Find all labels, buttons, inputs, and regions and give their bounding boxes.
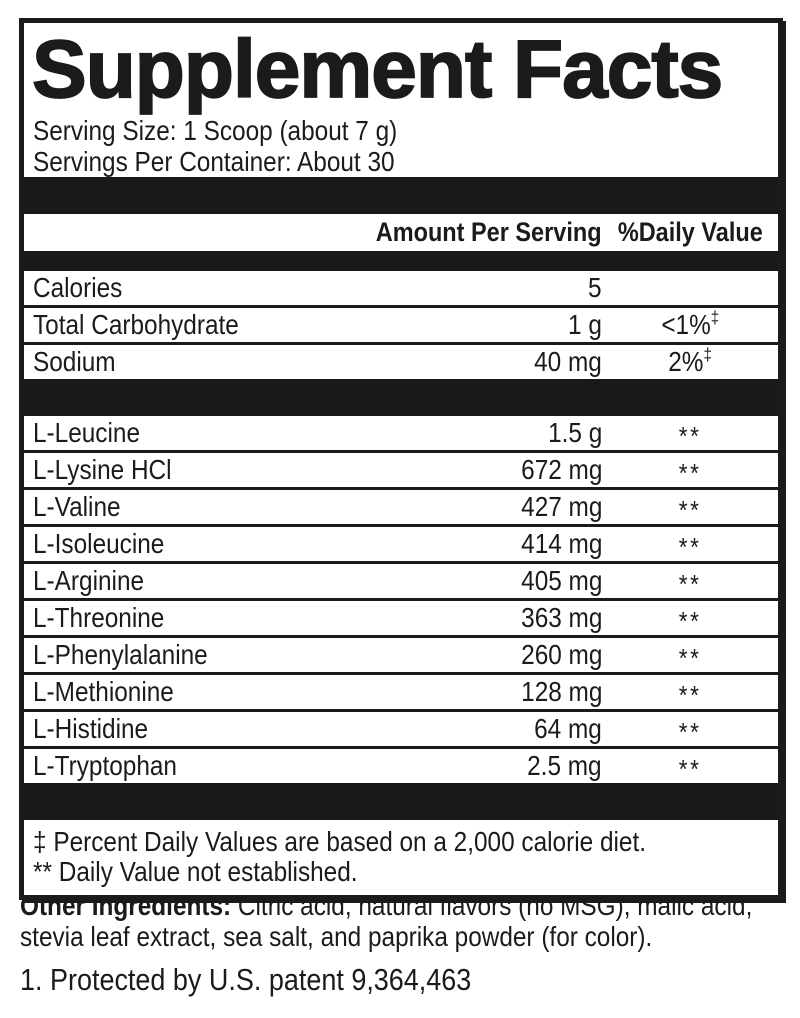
ingredient-name: L-Methionine <box>33 675 174 707</box>
amount-column-header-cell: Amount Per Serving <box>24 217 602 248</box>
column-header-row: Amount Per Serving %Daily Value <box>24 214 778 251</box>
ingredient-name: Total Carbohydrate <box>33 308 239 340</box>
nutrient-row: Total Carbohydrate 1 g <1%‡ <box>24 304 778 342</box>
ingredient-dv: ** <box>678 716 702 747</box>
footnote-not-established: ** Daily Value not established. <box>33 855 358 887</box>
ingredient-name: L-Isoleucine <box>33 527 165 559</box>
ingredient-dv: ** <box>678 457 702 488</box>
ingredient-amount: 64 mg <box>534 712 602 744</box>
divider-bar-top <box>24 176 778 214</box>
other-ingredients: Other Ingredients: Citric acid, natural … <box>20 890 800 952</box>
ingredient-dv: ** <box>678 642 702 673</box>
ingredient-amount: 427 mg <box>520 490 602 522</box>
amino-acid-row: L-Valine 427 mg ** <box>24 486 778 525</box>
ingredient-amount: 40 mg <box>534 345 602 377</box>
supplement-facts-panel: Supplement Facts Serving Size: 1 Scoop (… <box>19 18 783 900</box>
other-ingredients-text-2: stevia leaf extract, sea salt, and papri… <box>20 921 653 952</box>
divider-bar-bottom <box>24 782 778 820</box>
ingredient-dv: ** <box>678 494 702 525</box>
other-ingredients-line-1: Other Ingredients: Citric acid, natural … <box>20 890 800 921</box>
ingredient-dv <box>602 272 778 304</box>
dv-column-header: %Daily Value <box>617 216 763 247</box>
ingredient-name: L-Lysine HCl <box>33 453 172 485</box>
footnote-daily-values: ‡ Percent Daily Values are based on a 2,… <box>33 825 646 857</box>
serving-size-line: Serving Size: 1 Scoop (about 7 g) <box>33 115 778 146</box>
ingredient-name: Calories <box>33 271 123 303</box>
patent-text: 1. Protected by U.S. patent 9,364,463 <box>20 962 472 997</box>
amino-acid-row: L-Isoleucine 414 mg ** <box>24 523 778 562</box>
panel-title: Supplement Facts <box>31 24 724 115</box>
ingredient-dv: ** <box>678 420 702 451</box>
patent-note: 1. Protected by U.S. patent 9,364,463 <box>20 962 539 998</box>
amino-acid-row: L-Threonine 363 mg ** <box>24 597 778 636</box>
ingredient-amount: 260 mg <box>520 638 602 670</box>
serving-size-text: Serving Size: 1 Scoop (about 7 g) <box>33 114 398 146</box>
ingredient-dv: ** <box>678 679 702 710</box>
nutrient-row: Calories 5 <box>24 271 778 305</box>
ingredient-name: L-Tryptophan <box>33 749 177 781</box>
footnotes-section: ‡ Percent Daily Values are based on a 2,… <box>24 820 778 895</box>
ingredient-name: Sodium <box>33 345 116 377</box>
other-ingredients-label: Other Ingredients: <box>20 890 232 921</box>
ingredient-dv: 2%‡ <box>668 344 712 377</box>
ingredient-amount: 1 g <box>568 308 602 340</box>
ingredient-amount: 128 mg <box>520 675 602 707</box>
amino-acid-row: L-Histidine 64 mg ** <box>24 708 778 747</box>
ingredient-name: L-Phenylalanine <box>33 638 208 670</box>
amino-acid-rows-section: L-Leucine 1.5 g ** L-Lysine HCl 672 mg *… <box>24 416 778 784</box>
amount-column-header: Amount Per Serving <box>376 216 602 247</box>
dv-column-header-cell: %Daily Value <box>602 217 778 248</box>
ingredient-dv: ** <box>678 531 702 562</box>
ingredient-name: L-Valine <box>33 490 121 522</box>
divider-bar-middle <box>24 378 778 416</box>
ingredient-dv: ** <box>678 753 702 784</box>
ingredient-amount: 2.5 mg <box>527 749 602 781</box>
servings-per-container-text: Servings Per Container: About 30 <box>33 145 395 177</box>
amino-acid-row: L-Leucine 1.5 g ** <box>24 416 778 451</box>
amino-acid-row: L-Arginine 405 mg ** <box>24 560 778 599</box>
other-ingredients-text-1: Citric acid, natural flavors (no MSG), m… <box>237 890 753 921</box>
ingredient-amount: 405 mg <box>520 564 602 596</box>
ingredient-amount: 5 <box>588 271 602 303</box>
ingredient-amount: 672 mg <box>520 453 602 485</box>
ingredient-name: L-Threonine <box>33 601 165 633</box>
divider-bar-header <box>24 250 778 271</box>
other-ingredients-line-2: stevia leaf extract, sea salt, and papri… <box>20 921 800 952</box>
ingredient-name: L-Leucine <box>33 416 140 448</box>
ingredient-amount: 414 mg <box>520 527 602 559</box>
ingredient-amount: 363 mg <box>520 601 602 633</box>
ingredient-name: L-Arginine <box>33 564 145 596</box>
ingredient-dv: ** <box>678 568 702 599</box>
amino-acid-row: L-Phenylalanine 260 mg ** <box>24 634 778 673</box>
ingredient-name: L-Histidine <box>33 712 149 744</box>
ingredient-amount: 1.5 g <box>547 416 602 448</box>
amino-acid-row: L-Tryptophan 2.5 mg ** <box>24 745 778 784</box>
amino-acid-row: L-Methionine 128 mg ** <box>24 671 778 710</box>
servings-per-container-line: Servings Per Container: About 30 <box>33 146 778 177</box>
nutrient-rows-section: Calories 5 Total Carbohydrate 1 g <1%‡ S… <box>24 271 778 379</box>
ingredient-dv: <1%‡ <box>661 307 719 340</box>
amino-acid-row: L-Lysine HCl 672 mg ** <box>24 449 778 488</box>
ingredient-dv: ** <box>678 605 702 636</box>
nutrient-row: Sodium 40 mg 2%‡ <box>24 341 778 379</box>
